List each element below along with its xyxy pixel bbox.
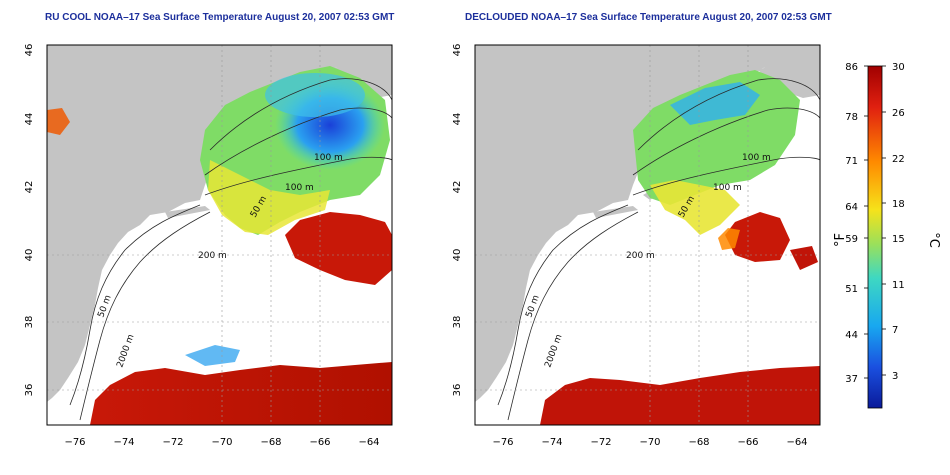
right-x-tick: −70 (639, 437, 660, 448)
right-y-tick: 38 (452, 316, 463, 329)
right-cold-patch (670, 82, 760, 125)
left-x-tick: −72 (162, 437, 183, 448)
left-grid (47, 45, 392, 425)
left-y-tick: 46 (24, 44, 35, 57)
right-contour-label: 100 m (713, 183, 742, 193)
left-contours (69, 78, 392, 421)
right-x-tick: −64 (786, 437, 807, 448)
right-contour-label: 200 m (626, 251, 655, 261)
colorbar-c-tick: 11 (892, 280, 905, 291)
colorbar-f-ticks: 86 78 71 64 59 51 44 37 (845, 62, 858, 385)
left-land (47, 45, 392, 402)
left-x-tick: −66 (309, 437, 330, 448)
right-y-tick: 40 (452, 249, 463, 262)
colorbar: 86 78 71 64 59 51 44 37 30 26 22 18 15 1… (833, 62, 941, 409)
colorbar-f-tick: 86 (845, 62, 858, 73)
colorbar-f-tick: 37 (845, 374, 858, 385)
colorbar-f-tick: 59 (845, 234, 858, 245)
left-map-title: RU COOL NOAA–17 Sea Surface Temperature … (45, 12, 395, 23)
left-x-tick: −68 (260, 437, 281, 448)
right-x-tick: −66 (737, 437, 758, 448)
left-x-tick: −74 (113, 437, 134, 448)
right-warm-eddy-edge (718, 228, 740, 250)
left-y-tick: 42 (24, 181, 35, 194)
colorbar-c-tick: 7 (892, 325, 898, 336)
left-map: 100 m 100 m 50 m 200 m 50 m 2000 m −76 −… (24, 44, 393, 448)
left-cold-pool (265, 73, 365, 117)
right-y-tick: 42 (452, 181, 463, 194)
colorbar-c-label: °C (926, 232, 941, 248)
colorbar-f-tick: 64 (845, 202, 858, 213)
right-y-tick: 36 (452, 384, 463, 397)
left-contour-label: 200 m (198, 251, 227, 261)
left-warm-eddy (285, 212, 392, 285)
right-x-tick: −76 (492, 437, 513, 448)
right-x-tick: −72 (590, 437, 611, 448)
right-x-axis: −76 −74 −72 −70 −68 −66 −64 (492, 437, 807, 448)
right-grid (475, 45, 820, 425)
left-x-tick: −76 (64, 437, 85, 448)
colorbar-c-ticks: 30 26 22 18 15 11 7 3 (892, 62, 905, 382)
right-contour-label: 100 m (742, 153, 771, 163)
colorbar-tick-marks (864, 65, 886, 379)
right-land (475, 45, 820, 402)
right-map: 100 m 100 m 50 m 200 m 50 m 2000 m −76 −… (452, 44, 821, 448)
right-gulf-stream (540, 366, 820, 425)
colorbar-f-label: °F (833, 233, 848, 247)
right-warm-eddy (725, 212, 790, 262)
left-y-tick: 38 (24, 316, 35, 329)
colorbar-c-tick: 22 (892, 154, 905, 165)
right-map-title: DECLOUDED NOAA–17 Sea Surface Temperatur… (465, 12, 832, 23)
right-yellow-band (650, 180, 740, 235)
right-contours (497, 78, 820, 421)
colorbar-c-tick: 3 (892, 371, 898, 382)
left-x-tick: −64 (358, 437, 379, 448)
right-y-axis: 36 38 40 42 44 46 (452, 44, 463, 397)
left-x-tick: −70 (211, 437, 232, 448)
right-y-tick: 44 (452, 113, 463, 126)
colorbar-c-tick: 26 (892, 108, 905, 119)
colorbar-f-tick: 71 (845, 156, 858, 167)
right-small-warm-patch (790, 246, 818, 270)
colorbar-f-tick: 44 (845, 330, 858, 341)
left-y-tick: 40 (24, 249, 35, 262)
colorbar-c-tick: 30 (892, 62, 905, 73)
left-x-axis: −76 −74 −72 −70 −68 −66 −64 (64, 437, 379, 448)
right-x-tick: −74 (541, 437, 562, 448)
left-y-tick: 36 (24, 384, 35, 397)
right-x-tick: −68 (688, 437, 709, 448)
right-map-frame (474, 44, 821, 426)
left-y-tick: 44 (24, 113, 35, 126)
left-contour-label: 100 m (285, 183, 314, 193)
colorbar-c-tick: 18 (892, 199, 905, 210)
left-map-frame (46, 44, 393, 426)
colorbar-c-tick: 15 (892, 234, 905, 245)
colorbar-f-tick: 78 (845, 112, 858, 123)
left-contour-label: 100 m (314, 153, 343, 163)
colorbar-f-tick: 51 (845, 284, 858, 295)
left-gulf-stream-patches (185, 345, 240, 366)
left-gulf-stream (90, 362, 392, 425)
left-small-warm-patch (47, 108, 70, 135)
right-y-tick: 46 (452, 44, 463, 57)
left-y-axis: 36 38 40 42 44 46 (24, 44, 35, 397)
colorbar-gradient (867, 65, 883, 409)
left-yellow-band (208, 160, 330, 235)
